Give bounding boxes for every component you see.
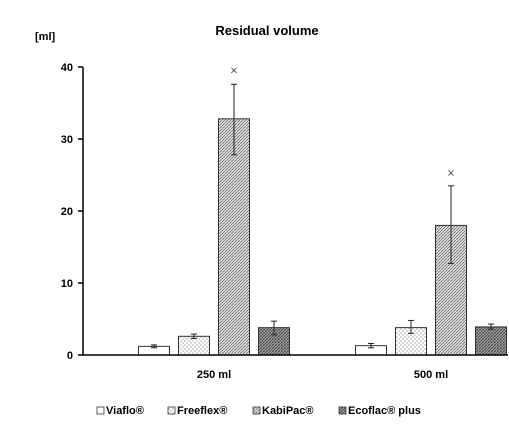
y-tick-label: 10 xyxy=(61,278,73,290)
legend-label: Freeflex® xyxy=(177,405,227,417)
x-axis-ticks: 250 ml 500 ml xyxy=(197,369,448,381)
legend-label: Viaflo® xyxy=(106,405,144,417)
x-tick-label: 500 ml xyxy=(414,369,448,381)
legend-swatch xyxy=(96,406,105,415)
y-axis-ticks: 0 10 20 30 40 xyxy=(61,62,83,362)
outlier-marker: × xyxy=(230,66,238,77)
legend-label: Ecoflac® plus xyxy=(348,405,421,417)
y-tick-label: 0 xyxy=(67,350,73,362)
legend-swatch xyxy=(338,406,347,415)
x-tick-label: 250 ml xyxy=(197,369,231,381)
y-tick-label: 30 xyxy=(61,134,73,146)
legend: Viaflo® Freeflex® KabiPac® Ecoflac® plus xyxy=(96,405,421,417)
bar-dense-1 xyxy=(475,326,507,356)
legend-swatch xyxy=(167,406,176,415)
bar-dots-0 xyxy=(178,335,210,356)
chart-title: Residual volume xyxy=(215,23,318,38)
legend-label: KabiPac® xyxy=(262,405,314,417)
bars-group: ×× xyxy=(138,66,507,356)
y-axis-label: [ml] xyxy=(35,31,56,43)
y-tick-label: 20 xyxy=(61,206,73,218)
outlier-marker: × xyxy=(447,168,455,179)
legend-swatch xyxy=(252,406,261,415)
y-tick-label: 40 xyxy=(61,62,73,74)
